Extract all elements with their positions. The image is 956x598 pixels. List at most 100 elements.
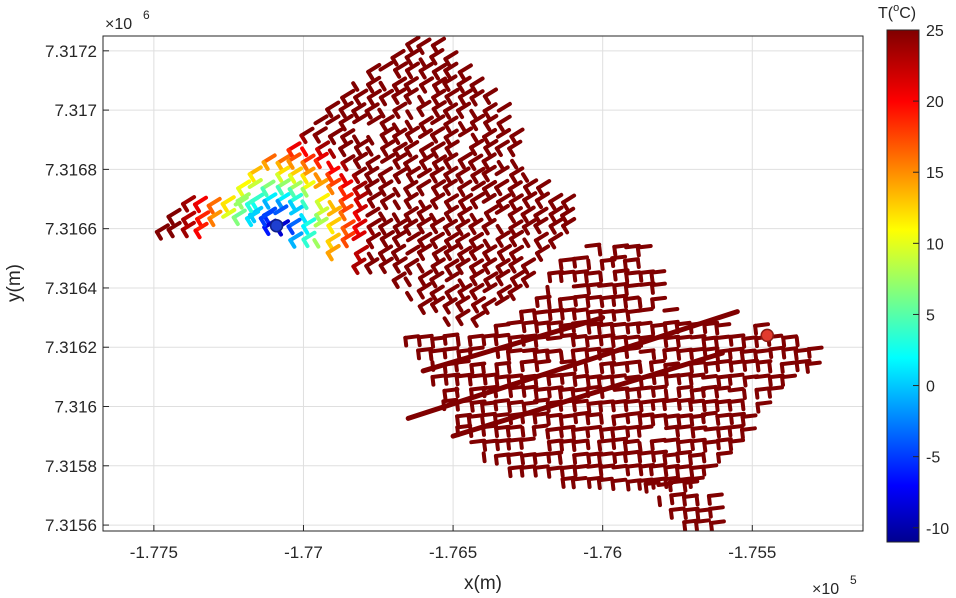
pipe-segment xyxy=(340,237,349,249)
pipe-segment xyxy=(636,307,654,313)
pipe-segment xyxy=(193,228,202,240)
pipe-segment xyxy=(585,308,603,315)
pipe-segment xyxy=(612,243,630,249)
pipe-segment xyxy=(404,258,420,269)
pipe-segment xyxy=(546,467,552,479)
pipe-segment xyxy=(193,221,209,233)
pipe-segment xyxy=(300,146,309,158)
pipe-segment xyxy=(405,291,414,302)
pipe-segment xyxy=(428,349,434,362)
pipe-segment xyxy=(532,413,538,425)
pipe-segment xyxy=(469,96,478,107)
y-multiplier-exp: 6 xyxy=(143,8,150,22)
pipe-segment xyxy=(701,337,707,349)
pipe-segment xyxy=(701,398,719,405)
pipe-segment xyxy=(300,166,316,178)
pipe-segment xyxy=(754,336,759,349)
pipe-segment xyxy=(546,374,552,387)
pipe-segment xyxy=(416,288,425,300)
pipe-segment xyxy=(700,384,718,391)
pipe-segment xyxy=(417,167,433,179)
pipe-segment xyxy=(572,453,578,465)
pipe-segment xyxy=(378,186,387,197)
pipe-segment xyxy=(572,373,590,380)
pipe-segment xyxy=(570,477,576,490)
pipe-segment xyxy=(301,217,317,229)
pipe-segment xyxy=(364,185,373,196)
pipe-segment xyxy=(767,385,784,391)
pipe-segment xyxy=(221,208,237,219)
pipe-segment xyxy=(561,223,570,235)
pipe-segment xyxy=(662,307,680,313)
pipe-segment xyxy=(682,495,687,507)
pipe-segment xyxy=(275,192,291,203)
pipe-segment xyxy=(494,426,499,438)
pipe-segment xyxy=(470,113,486,125)
pipe-segment xyxy=(416,204,432,216)
pipe-segment xyxy=(416,211,425,222)
pipe-segment xyxy=(780,375,785,387)
pipe-segment xyxy=(702,346,720,352)
pipe-segment xyxy=(572,295,578,307)
pipe-segment xyxy=(417,243,433,255)
pipe-segment xyxy=(365,161,374,173)
pipe-segment xyxy=(417,238,426,250)
pipe-segment xyxy=(404,132,413,144)
pipe-segment xyxy=(694,518,711,524)
pipe-segment xyxy=(508,193,524,205)
pipe-segment xyxy=(572,465,578,478)
pipe-segment xyxy=(768,347,774,359)
pipe-segment xyxy=(431,252,440,263)
pipe-segment xyxy=(534,294,552,301)
y-tick-label: 7.3162 xyxy=(45,338,97,357)
pipe-segment xyxy=(507,212,516,224)
pipe-segment xyxy=(586,452,592,465)
pipe-segment xyxy=(455,173,464,184)
pipe-segment xyxy=(286,159,295,170)
pipe-segment xyxy=(378,211,387,223)
pipe-segment xyxy=(444,200,453,211)
pipe-segment xyxy=(377,173,386,184)
pipe-segment xyxy=(442,297,458,308)
pipe-segment xyxy=(416,185,425,197)
pipe-segment xyxy=(419,83,428,94)
pipe-segment xyxy=(207,209,223,221)
pipe-segment xyxy=(418,276,426,287)
pipe-segment xyxy=(558,271,564,283)
pipe-segment xyxy=(768,345,786,352)
pipe-segment xyxy=(518,436,536,443)
pipe-segment xyxy=(354,138,369,150)
pipe-segment xyxy=(442,81,451,92)
x-tick-label: -1.77 xyxy=(284,543,323,562)
pipe-segment xyxy=(521,321,527,334)
pipe-segment xyxy=(481,451,487,464)
pipe-segment xyxy=(667,480,673,493)
pipe-segment xyxy=(484,211,492,222)
pipe-segment xyxy=(682,508,688,520)
pipe-segment xyxy=(467,373,485,379)
colorbar-tick-label: -10 xyxy=(926,521,949,538)
pipe-segment xyxy=(648,463,666,469)
pipe-segment xyxy=(470,192,486,203)
pipe-segment xyxy=(471,302,479,314)
pipe-segment xyxy=(366,75,382,87)
pipe-segment xyxy=(288,173,297,184)
pipe-segment xyxy=(532,451,550,458)
pipe-segment xyxy=(754,387,760,400)
pipe-segment xyxy=(727,424,745,430)
pipe-segment xyxy=(610,479,616,491)
pipe-segment xyxy=(313,172,322,183)
pipe-segment xyxy=(546,450,564,456)
pipe-segment xyxy=(675,464,692,470)
pipe-segment xyxy=(180,227,189,239)
pipe-segment xyxy=(469,268,485,280)
pipe-segment xyxy=(714,387,720,399)
pipe-segment xyxy=(418,68,427,80)
pipe-segment xyxy=(740,399,746,412)
pipe-segment xyxy=(457,278,466,289)
pipe-segment xyxy=(428,347,446,354)
pipe-segment xyxy=(480,400,497,406)
pipe-segment xyxy=(326,177,342,189)
pipe-segment xyxy=(468,153,484,165)
pipe-segment xyxy=(625,426,631,438)
